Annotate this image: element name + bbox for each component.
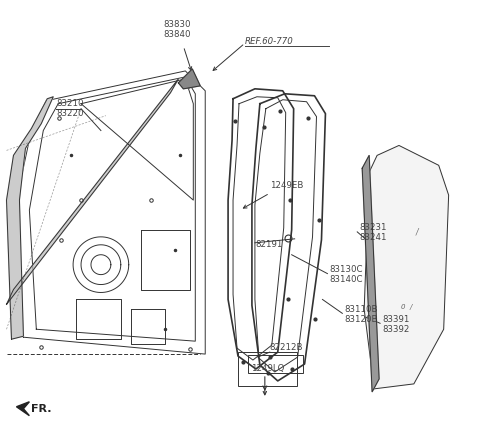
Text: 83210: 83210 xyxy=(56,99,84,108)
Text: 1249LQ: 1249LQ xyxy=(251,365,284,374)
Text: 83241: 83241 xyxy=(359,233,387,242)
Polygon shape xyxy=(7,97,53,339)
Text: REF.60-770: REF.60-770 xyxy=(245,37,294,46)
Text: 83220: 83220 xyxy=(56,109,84,118)
Text: 0  /: 0 / xyxy=(401,304,413,310)
Polygon shape xyxy=(364,146,449,389)
Polygon shape xyxy=(362,155,379,392)
Text: 83231: 83231 xyxy=(359,223,387,232)
Text: 82212B: 82212B xyxy=(270,343,303,352)
Text: 83392: 83392 xyxy=(382,325,409,334)
Text: 82191: 82191 xyxy=(255,240,282,249)
Text: 83391: 83391 xyxy=(382,315,409,324)
Text: 83140C: 83140C xyxy=(329,275,363,284)
Text: FR.: FR. xyxy=(31,404,52,414)
Polygon shape xyxy=(16,402,29,416)
Text: 83840: 83840 xyxy=(164,30,191,39)
Text: 83110B: 83110B xyxy=(344,305,378,314)
Text: 83120B: 83120B xyxy=(344,315,378,324)
Polygon shape xyxy=(179,69,200,89)
Polygon shape xyxy=(7,79,179,304)
Bar xyxy=(248,355,302,373)
Text: /: / xyxy=(416,228,418,237)
Text: 1249EB: 1249EB xyxy=(270,181,303,190)
Text: 83130C: 83130C xyxy=(329,265,363,274)
Text: 83830: 83830 xyxy=(164,20,191,29)
